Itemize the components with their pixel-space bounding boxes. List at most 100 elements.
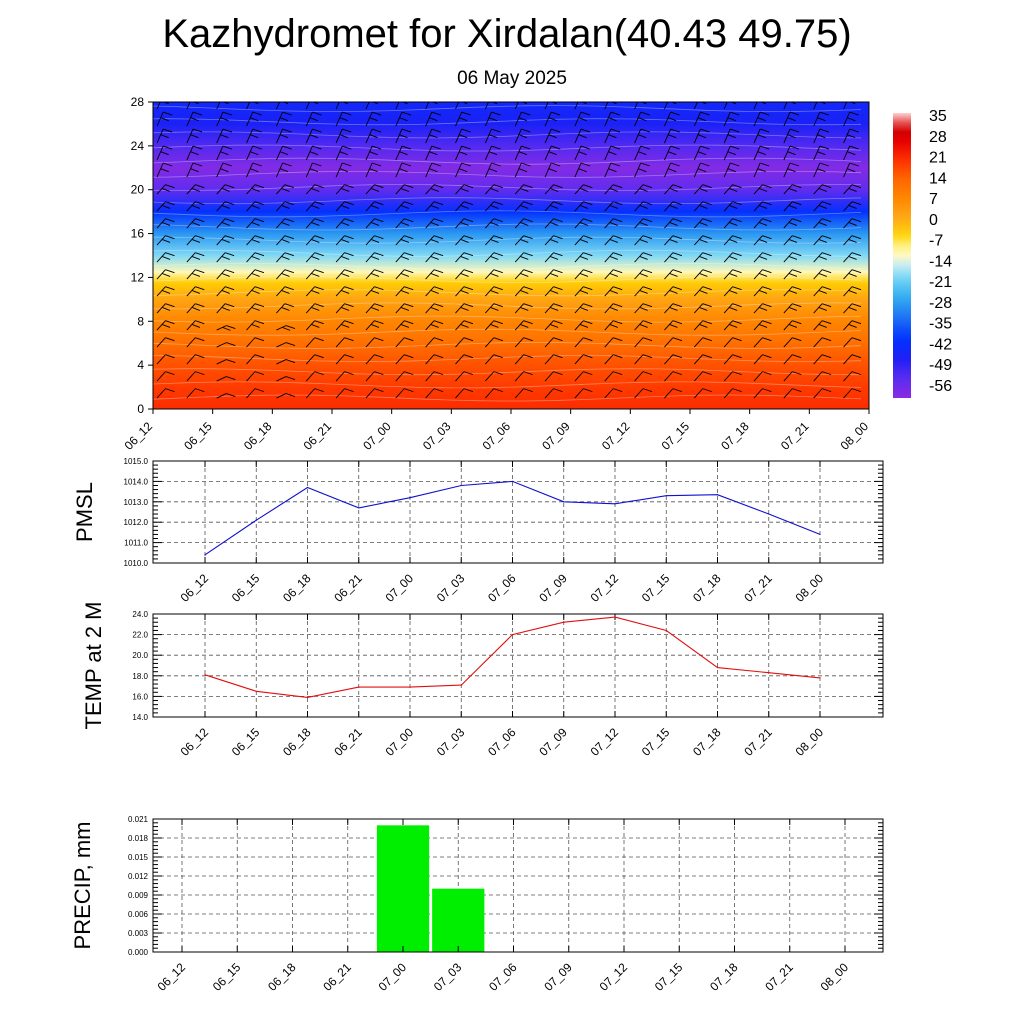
wind-barb <box>813 269 832 280</box>
heatmap-contour-line <box>153 368 861 376</box>
wind-barb <box>216 111 232 127</box>
wind-barb <box>693 235 712 246</box>
wind-barb <box>425 201 444 212</box>
wind-barb <box>156 111 173 127</box>
data-point <box>614 503 616 505</box>
wind-barb <box>664 128 680 144</box>
x-tick-label: 07_18 <box>707 960 741 994</box>
wind-barb <box>514 269 533 280</box>
wind-barb <box>246 162 262 178</box>
wind-barb <box>843 111 859 127</box>
wind-barb <box>305 354 324 365</box>
wind-barb <box>544 111 561 127</box>
wind-barb <box>634 337 653 348</box>
wind-barb <box>246 337 265 348</box>
wind-barb <box>813 337 832 348</box>
wind-barb <box>395 337 414 348</box>
wind-barb <box>634 354 653 365</box>
wind-barb <box>335 218 354 229</box>
x-tick-label: 06_12 <box>178 725 212 759</box>
wind-barb <box>664 235 683 246</box>
wind-barb <box>335 303 354 314</box>
wind-barb <box>723 286 742 297</box>
wind-barb <box>365 162 382 178</box>
wind-barb <box>246 184 265 195</box>
wind-barb <box>335 111 352 127</box>
wind-barb <box>574 111 591 127</box>
wind-barb <box>186 128 203 144</box>
data-point <box>819 677 821 679</box>
x-tick-label: 07_15 <box>639 571 673 605</box>
heatmap-contour-line <box>153 328 862 336</box>
wind-barb <box>276 376 296 382</box>
wind-barb <box>276 252 294 263</box>
wind-barb <box>455 303 474 314</box>
wind-barb <box>783 145 800 161</box>
wind-barbs <box>156 102 862 399</box>
data-point <box>563 501 565 503</box>
wind-barb <box>156 201 175 212</box>
x-tick-label: 07_12 <box>599 419 633 453</box>
wind-barb <box>604 218 623 229</box>
wind-barb <box>395 252 414 263</box>
wind-barb <box>634 128 650 144</box>
wind-barb <box>365 371 384 382</box>
chart-title: Kazhydromet for Xirdalan(40.43 49.75) <box>162 12 851 56</box>
wind-barb <box>156 252 175 263</box>
wind-barb <box>723 201 742 212</box>
wind-barb <box>425 162 441 178</box>
wind-barb <box>425 145 441 161</box>
wind-barb <box>395 354 414 365</box>
wind-barb <box>634 235 653 246</box>
wind-barb <box>753 201 772 212</box>
wind-barb <box>664 320 683 331</box>
wind-barb <box>634 218 653 229</box>
heatmap-contour-line <box>153 144 862 152</box>
wind-barb <box>485 388 503 399</box>
data-point <box>665 495 667 497</box>
wind-barb <box>574 201 593 212</box>
wind-barb <box>425 371 444 382</box>
wind-barb <box>186 252 205 263</box>
wind-barb <box>455 337 474 348</box>
x-tick-label: 07_21 <box>741 725 775 759</box>
y-tick-label: 1015.0 <box>124 457 149 466</box>
heatmap-contour-line <box>153 276 862 283</box>
wind-barb <box>246 269 265 280</box>
wind-barb <box>485 286 503 297</box>
wind-barb <box>186 218 205 229</box>
wind-barb <box>455 111 471 127</box>
wind-barb <box>305 303 324 314</box>
wind-barb <box>186 145 203 161</box>
wind-barb <box>156 145 173 161</box>
wind-barb <box>305 320 324 331</box>
wind-barb <box>276 201 294 212</box>
wind-barb <box>425 235 444 246</box>
wind-barb <box>246 201 265 212</box>
colorbar-label: -21 <box>929 274 952 291</box>
wind-barb <box>156 218 175 229</box>
heatmap-contour-line <box>153 210 862 218</box>
wind-barb <box>693 201 712 212</box>
wind-barb <box>216 184 235 195</box>
wind-barb <box>425 320 444 331</box>
colorbar-labels: 35 28 21 14 7 0 -7 -14 -21 -28 -35 -42 -49 -56 <box>929 108 952 395</box>
y-tick-label: 0.015 <box>128 853 149 862</box>
x-tick-label: 07_18 <box>690 725 724 759</box>
wind-barb <box>305 388 324 399</box>
y-tick-label: 12 <box>131 270 145 284</box>
pmsl-panel: 1010.0 1011.0 1012.0 1013.0 1014.0 1015.0 06_1… <box>72 457 884 605</box>
heatmap-contour-line <box>153 157 862 165</box>
x-tick-label: 08_00 <box>793 571 827 605</box>
wind-barb <box>783 235 802 246</box>
wind-barb <box>813 371 832 382</box>
wind-barb <box>305 145 322 161</box>
wind-barb <box>276 286 294 297</box>
wind-barb <box>395 145 412 161</box>
wind-barb <box>305 252 324 263</box>
x-tick-label: 07_09 <box>539 419 573 453</box>
y-tick-label: 4 <box>137 358 144 372</box>
wind-barb <box>544 145 561 161</box>
data-point <box>306 486 309 489</box>
